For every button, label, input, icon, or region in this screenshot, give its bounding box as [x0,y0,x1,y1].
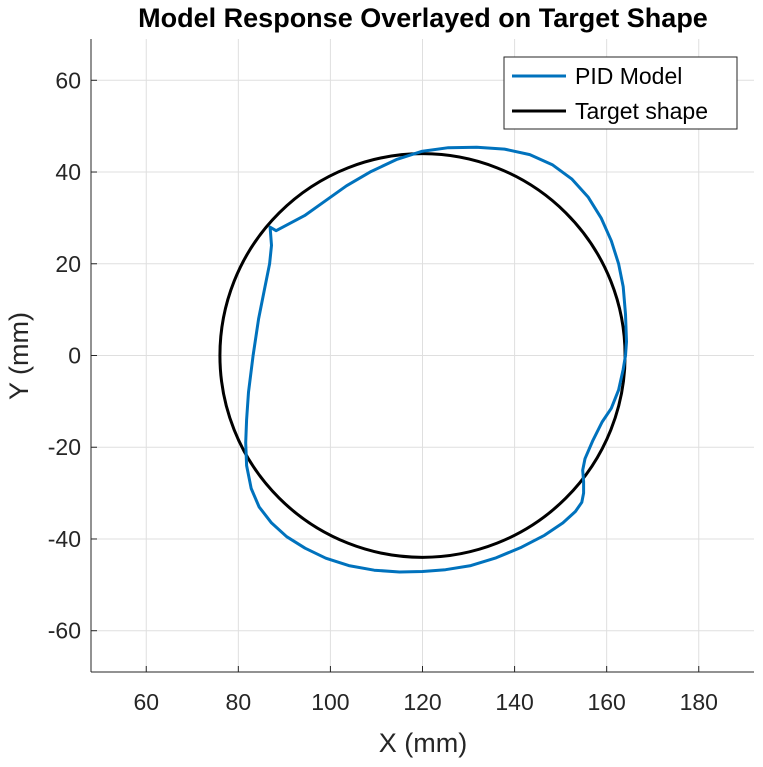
plot-series [218,145,628,574]
pid-model-line [244,145,628,574]
x-tick-label: 180 [680,689,718,715]
x-axis-label: X (mm) [379,728,467,758]
y-axis-label: Y (mm) [4,312,34,400]
y-tick-label: 40 [55,159,81,185]
x-tick-label: 160 [587,689,625,715]
x-tick-label: 120 [403,689,441,715]
legend-label-pid-model: PID Model [575,63,682,89]
x-tick-label: 80 [226,689,252,715]
grid [91,39,754,672]
legend-label-target-shape: Target shape [575,98,708,124]
y-tick-label: 60 [55,67,81,93]
x-tick-label: 100 [311,689,349,715]
x-tick-label: 60 [133,689,159,715]
y-tick-label: -20 [48,434,81,460]
axes: 60 80 100 120 140 160 180 -60 -40 -20 0 20 40 60 [48,39,754,715]
y-tick-label: 20 [55,251,81,277]
chart-title: Model Response Overlayed on Target Shape [138,3,708,33]
legend: PID Model Target shape [503,56,738,130]
x-tick-label: 140 [495,689,533,715]
y-tick-label: 0 [68,343,81,369]
y-tick-label: -40 [48,526,81,552]
legend-box [503,56,738,130]
y-tick-label: -60 [48,618,81,644]
